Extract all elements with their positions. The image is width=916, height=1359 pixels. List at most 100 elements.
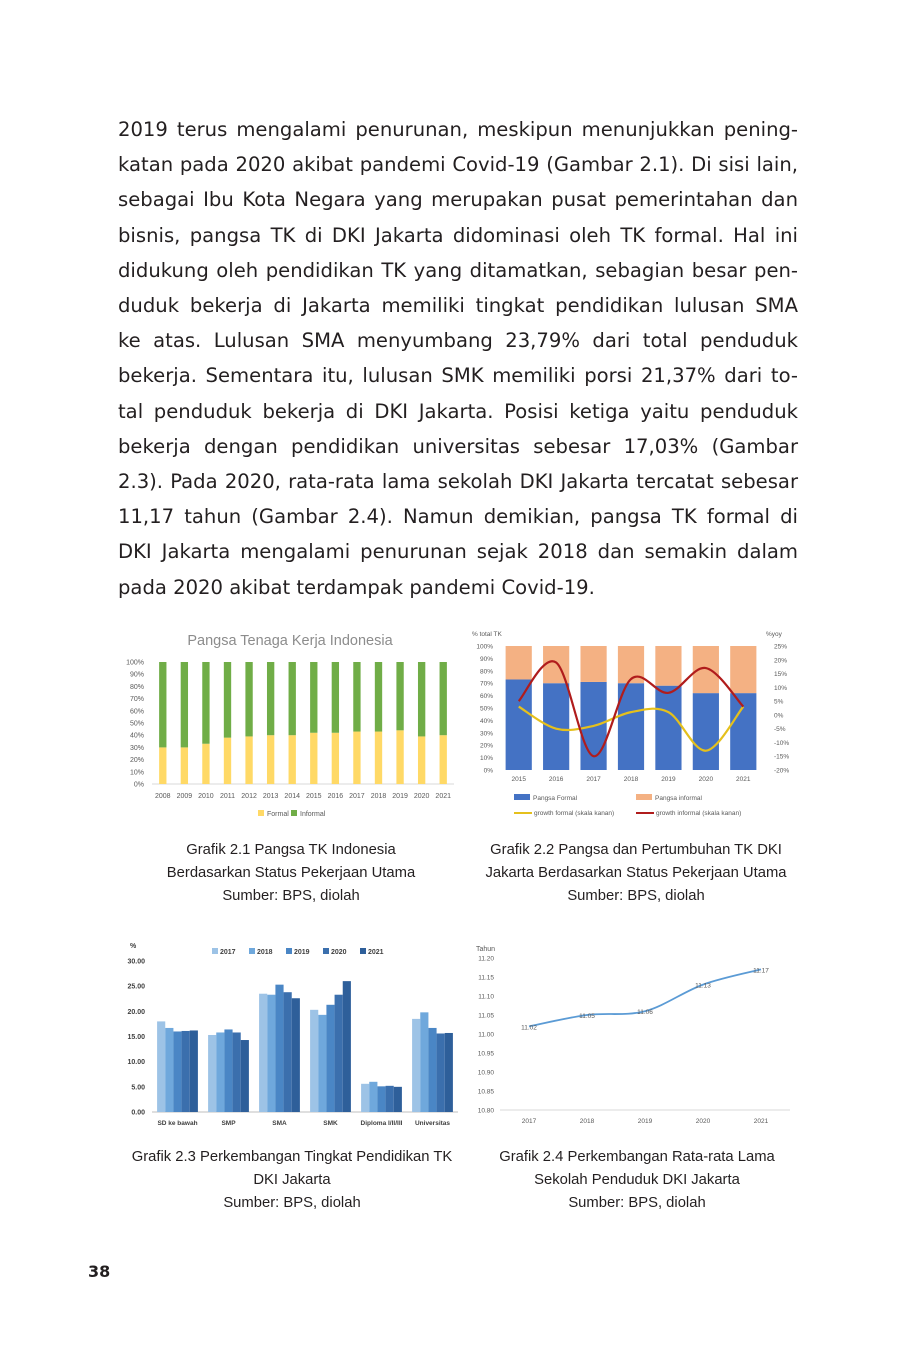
x-tick-label: Universitas bbox=[415, 1120, 450, 1127]
x-tick-label: 2017 bbox=[586, 776, 601, 783]
body-line: 2.3). Pada 2020, rata-rata lama sekolah … bbox=[118, 470, 798, 494]
data-label: 11.06 bbox=[637, 1009, 653, 1016]
caption-2-3: Grafik 2.3 Perkembangan Tingkat Pendidik… bbox=[118, 1146, 466, 1215]
y-tick-label: 60% bbox=[130, 708, 144, 715]
bar-2019 bbox=[275, 984, 284, 1112]
body-line: duduk bekerja di Jakarta memiliki tingka… bbox=[118, 294, 798, 318]
legend-label-pangsa-formal: Pangsa Formal bbox=[533, 795, 578, 802]
y-tick-label: 11.10 bbox=[478, 994, 494, 1001]
body-line: bekerja dengan pendidikan universitas se… bbox=[118, 434, 798, 458]
y-right-tick-label: -10% bbox=[774, 740, 789, 747]
y-left-tick-label: 80% bbox=[480, 668, 493, 675]
x-tick-label: 2018 bbox=[580, 1118, 595, 1125]
bar-2018 bbox=[216, 1032, 225, 1112]
bar-2021 bbox=[291, 998, 300, 1112]
body-line: tal penduduk bekerja di DKI Jakarta. Pos… bbox=[118, 399, 798, 423]
bar-informal bbox=[374, 662, 383, 732]
y-left-tick-label: 30% bbox=[480, 730, 493, 737]
chart-2-2-svg: % total TK %yoy 0% 10% 20% 30% 40% 50% 60% 70% 80%… bbox=[470, 626, 800, 826]
y-tick-label: 30% bbox=[130, 745, 144, 752]
bar-formal bbox=[396, 730, 404, 784]
y-right-tick-label: -15% bbox=[774, 754, 789, 761]
bar-2017 bbox=[208, 1034, 217, 1112]
x-tick-label: 2011 bbox=[220, 793, 235, 800]
x-tick-label: 2021 bbox=[435, 793, 451, 800]
bar-2020 bbox=[436, 1033, 445, 1112]
bar-2018 bbox=[165, 1027, 174, 1112]
legend-swatch-2018 bbox=[249, 948, 255, 954]
bar-informal bbox=[159, 662, 167, 748]
x-tick-label: 2016 bbox=[328, 793, 344, 800]
y-axis-label: % bbox=[130, 943, 137, 950]
legend-swatch-pangsa-formal bbox=[514, 794, 530, 800]
y-tick-label: 20.00 bbox=[127, 1009, 145, 1016]
chart-2-1: Pangsa Tenaga Kerja Indonesia 0% 10% 20% 30%… bbox=[118, 622, 458, 827]
bar-formal bbox=[180, 747, 189, 784]
body-line: bisnis, pangsa TK di DKI Jakarta didomin… bbox=[118, 223, 798, 247]
bar-informal bbox=[353, 662, 361, 732]
bar-formal bbox=[310, 732, 318, 784]
x-tick-label: 2019 bbox=[638, 1118, 653, 1125]
legend-label-pangsa-informal: Pangsa informal bbox=[655, 795, 703, 802]
line-growth-informal bbox=[517, 660, 745, 758]
left-axis-label: % total TK bbox=[472, 631, 503, 638]
caption-2-2-source: Sumber: BPS, diolah bbox=[567, 888, 705, 904]
x-tick-label: SD ke bawah bbox=[157, 1120, 197, 1127]
bar-2020 bbox=[232, 1032, 241, 1112]
x-tick-label: 2015 bbox=[511, 776, 526, 783]
y-left-tick-label: 70% bbox=[480, 681, 493, 688]
bar-formal bbox=[245, 736, 253, 784]
y-tick-label: 50% bbox=[130, 721, 144, 728]
y-left-tick-label: 10% bbox=[480, 755, 493, 762]
bar-pangsa-formal bbox=[655, 685, 682, 770]
legend-label-informal: Informal bbox=[300, 811, 326, 818]
y-left-tick-label: 90% bbox=[480, 656, 493, 663]
bar-2017 bbox=[412, 1018, 421, 1112]
x-tick-label: 2021 bbox=[736, 776, 751, 783]
legend-swatch-2020 bbox=[323, 948, 329, 954]
x-tick-label: 2014 bbox=[284, 793, 300, 800]
y-axis-label: Tahun bbox=[476, 946, 495, 953]
x-tick-label: Diploma I/II/III bbox=[361, 1120, 403, 1127]
y-right-tick-label: 5% bbox=[774, 699, 784, 706]
y-tick-label: 40% bbox=[130, 733, 144, 740]
bar-2019 bbox=[224, 1029, 233, 1112]
chart-title: Pangsa Tenaga Kerja Indonesia bbox=[187, 633, 393, 649]
bar-formal bbox=[223, 737, 232, 784]
y-tick-label: 80% bbox=[130, 684, 144, 691]
x-tick-label: 2009 bbox=[177, 793, 193, 800]
chart-background bbox=[470, 938, 800, 1134]
y-right-tick-label: 10% bbox=[774, 685, 787, 692]
x-tick-label: 2008 bbox=[155, 793, 171, 800]
y-tick-label: 10.85 bbox=[478, 1089, 495, 1096]
caption-2-2-line-2: Jakarta Berdasarkan Status Pekerjaan Uta… bbox=[485, 865, 787, 881]
bar-formal bbox=[288, 735, 296, 784]
y-tick-label: 0% bbox=[134, 782, 144, 789]
bar-informal bbox=[245, 662, 253, 737]
caption-2-4-line-2: Sekolah Penduduk DKI Jakarta bbox=[534, 1172, 740, 1188]
bar-2018 bbox=[369, 1081, 378, 1112]
body-line: 2019 terus mengalami penurunan, meskipun… bbox=[118, 118, 798, 141]
y-tick-label: 10.90 bbox=[478, 1070, 495, 1077]
x-tick-label: 2015 bbox=[306, 793, 322, 800]
caption-2-3-line-1: Grafik 2.3 Perkembangan Tingkat Pendidik… bbox=[131, 1149, 453, 1165]
y-tick-label: 11.15 bbox=[478, 975, 494, 982]
bar-informal bbox=[396, 662, 404, 731]
x-tick-label: SMP bbox=[221, 1120, 236, 1127]
bar-informal bbox=[288, 662, 296, 736]
y-tick-label: 90% bbox=[130, 672, 144, 679]
y-left-tick-label: 50% bbox=[480, 706, 493, 713]
y-left-tick-label: 0% bbox=[484, 768, 494, 775]
bar-informal bbox=[439, 662, 447, 736]
bar-2020 bbox=[283, 992, 292, 1112]
bar-informal bbox=[266, 662, 275, 736]
x-tick-label: 2020 bbox=[414, 793, 430, 800]
bar-2018 bbox=[420, 1012, 429, 1112]
legend-swatch-formal bbox=[258, 810, 264, 816]
y-tick-label: 0.00 bbox=[131, 1110, 145, 1117]
bar-pangsa-informal bbox=[730, 646, 757, 694]
chart-2-2: % total TK %yoy 0% 10% 20% 30% 40% 50% 60% 70% 80%… bbox=[470, 626, 800, 826]
body-line: sebagai Ibu Kota Negara yang merupakan p… bbox=[118, 188, 798, 212]
caption-2-3-line-2: DKI Jakarta bbox=[253, 1172, 331, 1188]
bar-formal bbox=[353, 731, 361, 784]
